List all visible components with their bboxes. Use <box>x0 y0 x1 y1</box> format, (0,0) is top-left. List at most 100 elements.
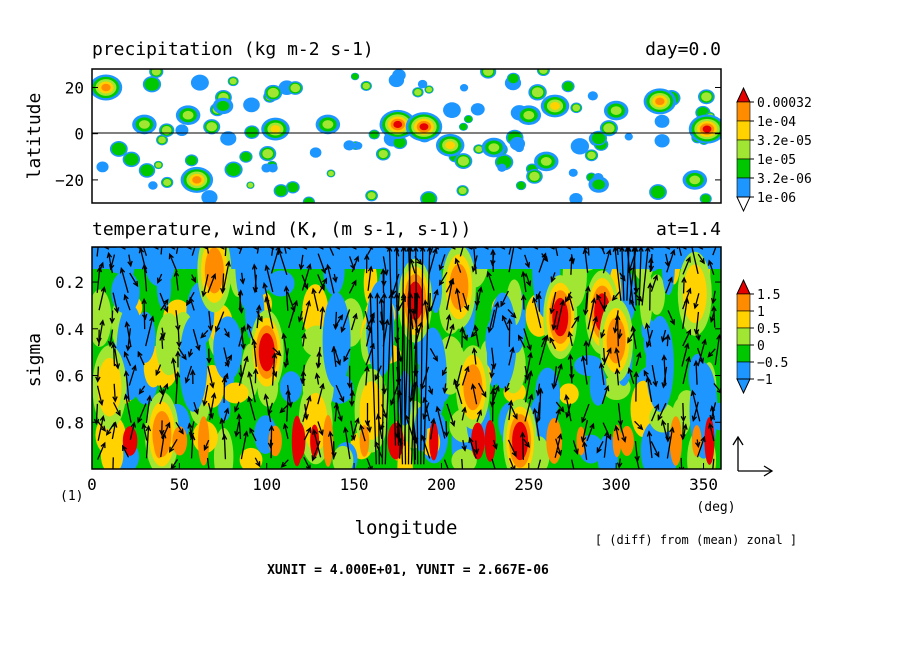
wind-arrow <box>367 247 381 250</box>
wind-arrow <box>108 329 114 348</box>
wind-arrow <box>619 247 625 301</box>
wind-arrow <box>114 348 121 370</box>
colorbar-segment <box>736 310 751 329</box>
wind-arrow <box>317 247 331 250</box>
wind-arrow <box>490 248 496 273</box>
wind-arrow <box>192 328 201 352</box>
wind-arrow <box>567 293 574 311</box>
precip-cell <box>388 73 405 88</box>
wind-arrow <box>461 440 467 452</box>
wind-arrow <box>112 402 121 417</box>
wind-arrow <box>666 426 675 459</box>
wind-arrow <box>519 431 526 460</box>
wind-arrow <box>251 338 258 367</box>
wind-arrow <box>297 310 304 323</box>
wind-arrow <box>119 247 133 250</box>
wind-arrow <box>555 408 561 423</box>
temp-cell <box>213 316 243 381</box>
precip-cell <box>459 84 469 92</box>
temp-surface-streak <box>292 421 306 460</box>
wind-arrow <box>191 247 196 256</box>
wind-arrow <box>301 332 307 347</box>
wind-arrow <box>524 393 534 422</box>
temp-warm-feature <box>552 297 569 337</box>
precip-cell <box>587 151 596 160</box>
wind-arrow <box>159 420 165 437</box>
temp-xtick-label: 250 <box>514 475 543 494</box>
temp-cold-feature <box>366 280 395 377</box>
wind-arrow <box>105 422 116 436</box>
wind-arrow <box>329 247 335 256</box>
precip-cell <box>243 97 260 113</box>
wind-arrow <box>200 329 209 339</box>
wind-arrow <box>490 388 496 422</box>
wind-arrow <box>343 348 351 363</box>
temp-cell <box>92 289 112 347</box>
wind-arrow <box>461 406 467 421</box>
wind-arrow <box>520 294 527 310</box>
wind-arrow <box>499 247 513 250</box>
units-note: XUNIT = 4.000E+01, YUNIT = 2.667E-06 <box>267 563 549 578</box>
temp-surface-streak <box>484 420 496 462</box>
wind-arrow <box>580 419 589 443</box>
wind-arrow <box>206 457 210 469</box>
wind-arrow <box>249 427 257 442</box>
wind-arrow <box>665 276 673 294</box>
wind-arrow <box>158 385 165 396</box>
wind-arrow <box>350 247 364 250</box>
temp-warm-feature <box>204 247 224 294</box>
precip-cell <box>111 142 127 156</box>
wind-arrow <box>603 347 612 366</box>
temp-surface-streak <box>704 417 715 465</box>
wind-arrow <box>504 382 510 393</box>
precip-cell <box>144 77 160 91</box>
wind-arrow <box>96 247 99 257</box>
colorbar-label: 1e-06 <box>757 191 796 206</box>
temp-surface-streak <box>323 415 334 467</box>
wind-arrow <box>288 299 299 329</box>
wind-arrow <box>507 399 514 421</box>
wind-arrow <box>221 433 228 460</box>
wind-arrow <box>423 247 433 465</box>
wind-arrow <box>551 310 558 331</box>
wind-arrow <box>263 393 272 423</box>
wind-arrow <box>428 247 438 275</box>
wind-arrow <box>367 292 377 465</box>
precip-cell <box>457 156 469 166</box>
wind-arrow <box>223 407 230 422</box>
wind-arrow <box>587 247 590 256</box>
wind-arrow <box>235 247 249 250</box>
colorbar-label: 3.2e-05 <box>757 134 812 149</box>
reference-vector-icon <box>732 435 774 477</box>
wind-arrow <box>160 432 167 458</box>
wind-arrow <box>303 426 311 441</box>
wind-arrow <box>631 247 645 250</box>
wind-arrow <box>550 272 556 283</box>
wind-arrow <box>470 328 479 338</box>
wind-arrow <box>438 271 448 287</box>
precip-cell <box>190 74 209 91</box>
precip-ytick-label: 0 <box>74 125 84 144</box>
precip-blob <box>445 141 456 150</box>
wind-arrow <box>695 330 701 342</box>
precip-cell <box>247 182 254 188</box>
wind-arrow <box>256 247 260 254</box>
precip-cell <box>229 78 237 85</box>
wind-arrow <box>601 384 610 405</box>
wind-arrow <box>207 311 214 332</box>
temp-cell <box>213 428 234 469</box>
temp-warm-feature <box>449 263 469 310</box>
wind-arrow <box>96 385 104 407</box>
wind-arrow <box>351 417 360 441</box>
wind-arrow <box>461 458 464 469</box>
wind-arrow <box>159 334 165 349</box>
wind-arrow <box>635 458 640 469</box>
precip-cell <box>650 185 666 199</box>
wind-arrow <box>284 247 287 254</box>
wind-arrow <box>638 247 644 306</box>
wind-arrow <box>207 366 215 389</box>
wind-arrow <box>612 247 622 301</box>
temp-ytick-label: 0.2 <box>55 273 84 292</box>
wind-arrow <box>598 247 612 250</box>
wind-arrow <box>523 438 531 449</box>
